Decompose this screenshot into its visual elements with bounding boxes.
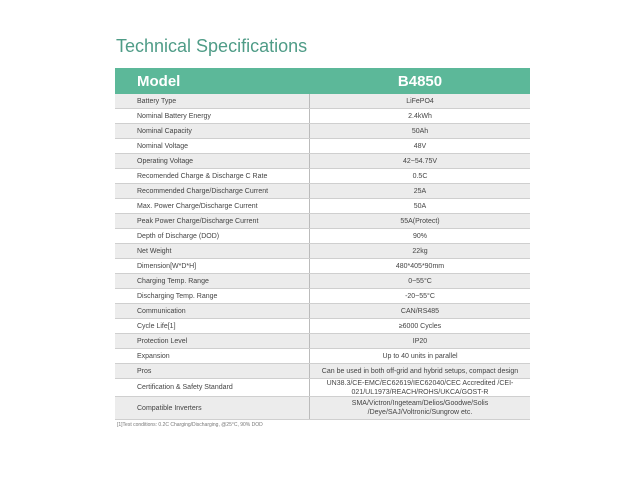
table-body: Battery Type LiFePO4 Nominal Battery Energ… bbox=[115, 94, 530, 420]
row-value: 42~54.75V bbox=[402, 157, 438, 165]
row-label: Cycle Life[1] bbox=[115, 319, 310, 333]
table-row: Compatible Inverters SMA/Victron/Ingeteam… bbox=[115, 397, 530, 420]
table-row: Max. Power Charge/Discharge Current 50A bbox=[115, 199, 530, 214]
table-row: Operating Voltage 42~54.75V bbox=[115, 154, 530, 169]
row-value: 22kg bbox=[412, 247, 428, 255]
row-label: Pros bbox=[115, 364, 310, 378]
row-label: Protection Level bbox=[115, 334, 310, 348]
row-label: Net Weight bbox=[115, 244, 310, 258]
row-value: 25A bbox=[413, 187, 427, 195]
row-label: Nominal Voltage bbox=[115, 139, 310, 153]
table-row: Peak Power Charge/Discharge Current 55A(P… bbox=[115, 214, 530, 229]
row-value: 2.4kWh bbox=[408, 112, 432, 120]
row-value: ≥6000 Cycles bbox=[398, 322, 442, 330]
row-label: Certification & Safety Standard bbox=[115, 379, 310, 396]
row-label: Operating Voltage bbox=[115, 154, 310, 168]
row-label: Expansion bbox=[115, 349, 310, 363]
row-label: Recomended Charge & Discharge C Rate bbox=[115, 169, 310, 183]
table-row: Net Weight 22kg bbox=[115, 244, 530, 259]
row-label: Peak Power Charge/Discharge Current bbox=[115, 214, 310, 228]
row-label: Discharging Temp. Range bbox=[115, 289, 310, 303]
row-value: Up to 40 units in parallel bbox=[382, 352, 458, 360]
row-label: Nominal Capacity bbox=[115, 124, 310, 138]
row-label: Charging Temp. Range bbox=[115, 274, 310, 288]
table-row: Nominal Capacity 50Ah bbox=[115, 124, 530, 139]
row-value: LiFePO4 bbox=[406, 97, 434, 105]
row-value: 0.5C bbox=[412, 172, 428, 180]
spec-table: Model B4850 Battery Type LiFePO4 Nominal B… bbox=[115, 68, 530, 420]
row-value: 55A(Protect) bbox=[400, 217, 440, 225]
table-row: Certification & Safety Standard UN38.3/CE… bbox=[115, 379, 530, 397]
table-row: Nominal Voltage 48V bbox=[115, 139, 530, 154]
table-row: Nominal Battery Energy 2.4kWh bbox=[115, 109, 530, 124]
row-value: CAN/RS485 bbox=[400, 307, 440, 315]
row-label: Compatible Inverters bbox=[115, 397, 310, 419]
table-row: Protection Level IP20 bbox=[115, 334, 530, 349]
row-value: SMA/Victron/Ingeteam/Delios/Goodwe/Solis… bbox=[351, 400, 489, 416]
row-value: UN38.3/CE-EMC/EC62619/IEC62040/CEC Accre… bbox=[326, 379, 514, 396]
row-label: Nominal Battery Energy bbox=[115, 109, 310, 123]
header-label: Model bbox=[137, 72, 181, 90]
table-row: Cycle Life[1] ≥6000 Cycles bbox=[115, 319, 530, 334]
table-row: Charging Temp. Range 0~55°C bbox=[115, 274, 530, 289]
table-row: Battery Type LiFePO4 bbox=[115, 94, 530, 109]
header-value: B4850 bbox=[397, 72, 443, 90]
row-value: 48V bbox=[413, 142, 427, 150]
row-value: 50A bbox=[413, 202, 427, 210]
table-row: Depth of Discharge (DOD) 90% bbox=[115, 229, 530, 244]
row-value: IP20 bbox=[412, 337, 428, 345]
table-row: Recommended Charge/Discharge Current 25A bbox=[115, 184, 530, 199]
row-label: Battery Type bbox=[115, 94, 310, 108]
row-label: Communication bbox=[115, 304, 310, 318]
row-label: Depth of Discharge (DOD) bbox=[115, 229, 310, 243]
table-row: Discharging Temp. Range -20~55°C bbox=[115, 289, 530, 304]
row-label: Recommended Charge/Discharge Current bbox=[115, 184, 310, 198]
table-header: Model B4850 bbox=[115, 68, 530, 94]
table-row: Recomended Charge & Discharge C Rate 0.5C bbox=[115, 169, 530, 184]
row-value: 90% bbox=[412, 232, 427, 240]
table-row: Expansion Up to 40 units in parallel bbox=[115, 349, 530, 364]
row-label: Max. Power Charge/Discharge Current bbox=[115, 199, 310, 213]
table-row: Communication CAN/RS485 bbox=[115, 304, 530, 319]
row-label: Dimension[W*D*H] bbox=[115, 259, 310, 273]
table-row: Pros Can be used in both off-grid and hyb… bbox=[115, 364, 530, 379]
page-title: Technical Specifications bbox=[116, 36, 308, 56]
row-value: 480*405*90mm bbox=[395, 262, 445, 270]
table-row: Dimension[W*D*H] 480*405*90mm bbox=[115, 259, 530, 274]
row-value: 0~55°C bbox=[408, 277, 432, 285]
footnote: [1]Test conditions: 0.2C Charging/Discha… bbox=[117, 422, 263, 428]
row-value: 50Ah bbox=[411, 127, 429, 135]
row-value: Can be used in both off-grid and hybrid … bbox=[321, 367, 519, 375]
row-value: -20~55°C bbox=[405, 292, 435, 300]
